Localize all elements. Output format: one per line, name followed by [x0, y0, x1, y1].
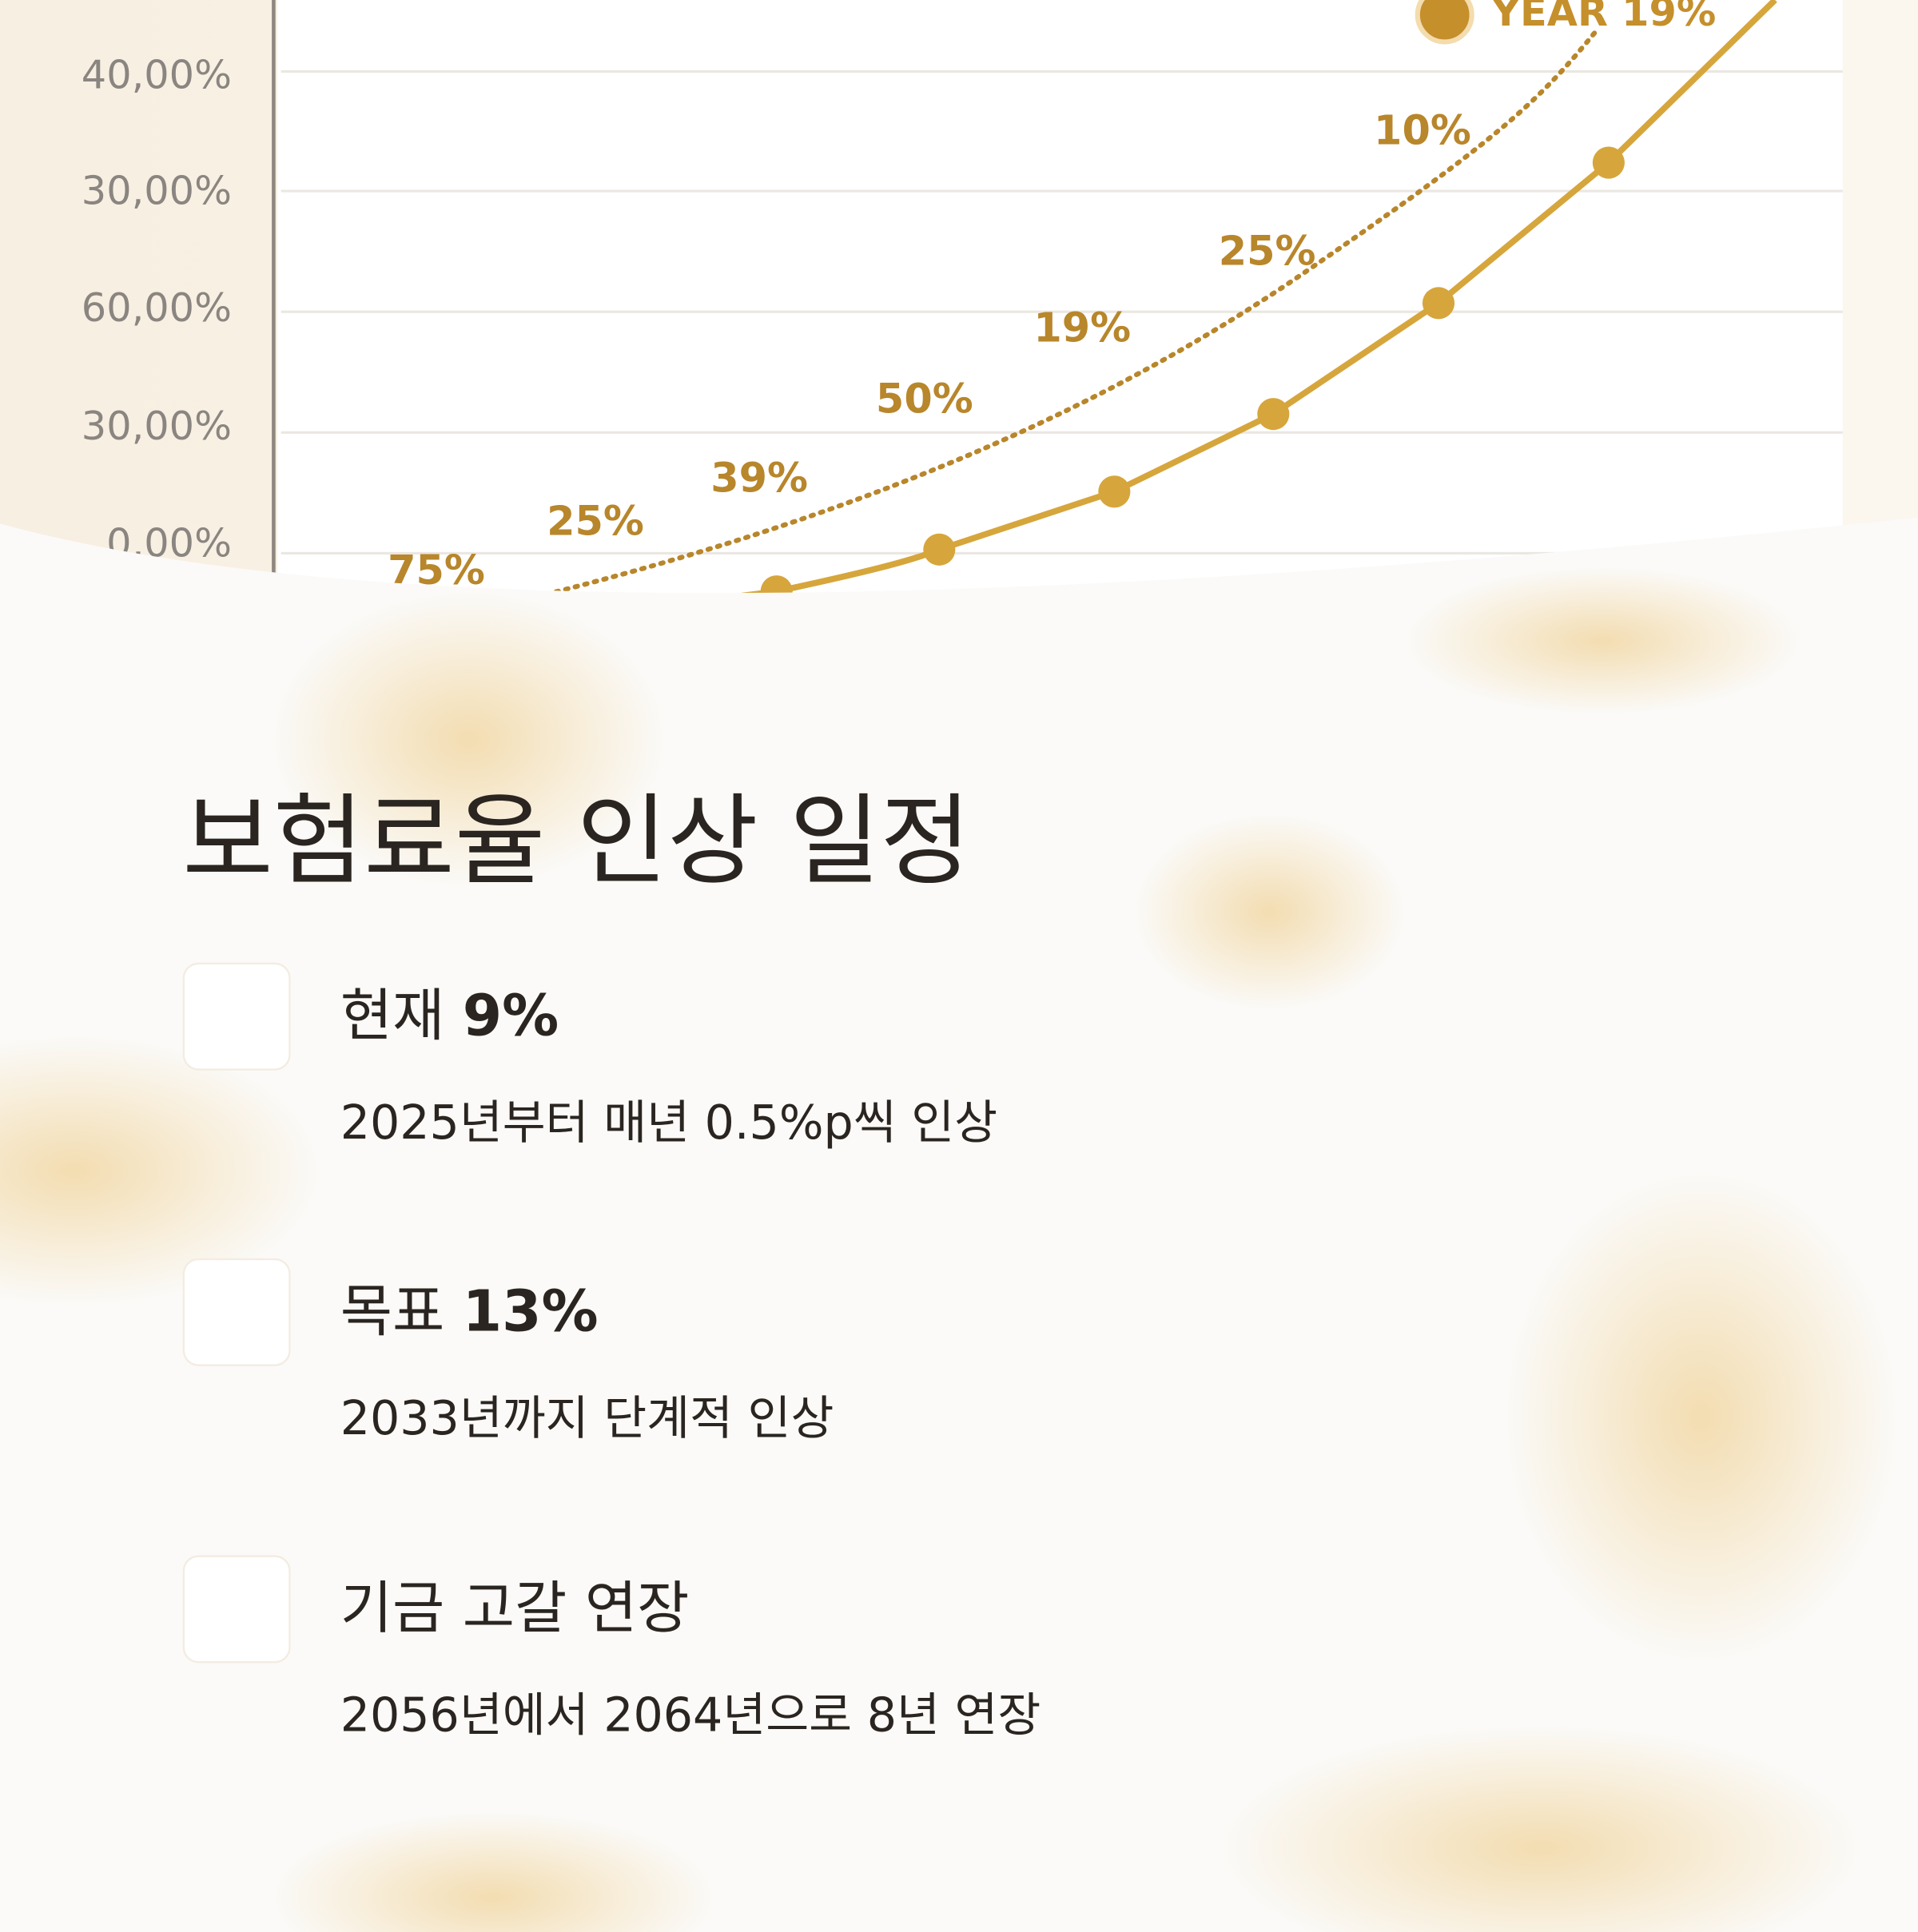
point-label: 25% [547, 498, 644, 545]
item-icon-box [182, 1258, 291, 1366]
item-icon-box [182, 1555, 291, 1664]
item-highlight: 13% [463, 1278, 599, 1344]
dotted-curve [515, 28, 1599, 604]
item-title: 기금 고갈 연장 [340, 1575, 690, 1641]
item-description: 2056년에서 2064년으로 8년 연장 [340, 1688, 1041, 1743]
point-label: 25% [1219, 229, 1316, 276]
item-title-text: 목표 [340, 1278, 445, 1344]
point-label: 39% [710, 455, 808, 502]
badge-text: YEAR 19% [1490, 0, 1716, 35]
axis-label: 30,00% [82, 403, 232, 449]
point-label: 10% [1374, 108, 1471, 155]
point-label: 50% [876, 376, 973, 423]
item-title-text: 기금 고갈 연장 [340, 1575, 690, 1641]
point-labels: 75%25%39%50%19%25%10% [388, 108, 1471, 595]
blur-blobs [0, 566, 1899, 1932]
axis-label: 40,00% [82, 52, 232, 98]
point-label: 19% [1033, 304, 1131, 352]
solid-curve [610, 0, 1777, 616]
badge-icon [1415, 0, 1474, 45]
section-title: 보험료율 인상 일정 [182, 784, 971, 899]
axis-labels: 40,00%30,00%60,00%30,00%0,00% [82, 52, 232, 566]
item-highlight: 9% [463, 982, 559, 1048]
item-icon-box [182, 962, 291, 1071]
chart-panel [277, 0, 1843, 641]
axis-label: 30,00% [82, 168, 232, 214]
item-description: 2033년까지 단계적 인상 [340, 1391, 834, 1445]
item-title: 현재 9% [340, 982, 559, 1048]
item-title: 목표 13% [340, 1278, 599, 1344]
item-title-text: 현재 [340, 982, 445, 1048]
item-description: 2025년부터 매년 0.5%p씩 인상 [340, 1095, 997, 1150]
axis-label: 60,00% [82, 284, 232, 331]
